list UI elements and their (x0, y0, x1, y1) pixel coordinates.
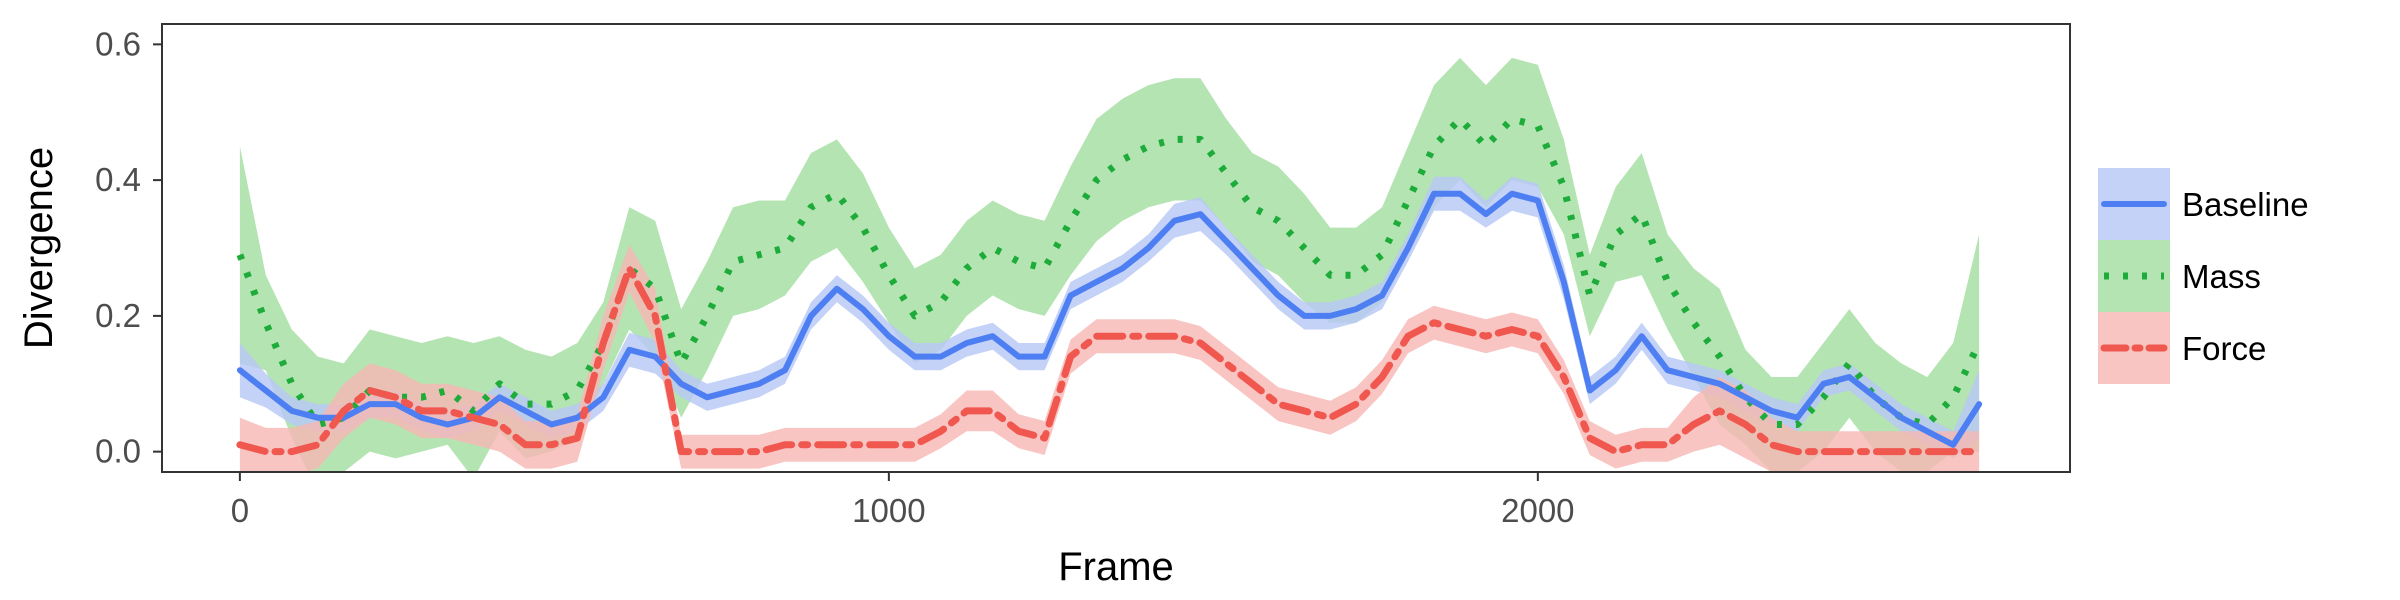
y-tick-label: 0.0 (95, 433, 141, 470)
legend-item-mass: Mass (2098, 240, 2261, 312)
legend: Baseline Mass Force (2098, 168, 2309, 384)
legend-item-baseline: Baseline (2098, 168, 2309, 240)
series-line-baseline (236, 190, 1983, 448)
series-line-force (236, 264, 1983, 456)
legend-label: Mass (2182, 258, 2261, 295)
legend-item-force: Force (2098, 312, 2266, 384)
x-tick-label: 1000 (852, 492, 925, 529)
legend-key-band (2098, 240, 2170, 312)
series-line-mass (236, 115, 1983, 428)
y-tick-label: 0.6 (95, 25, 141, 62)
legend-label: Force (2182, 330, 2266, 367)
confidence-band-baseline (239, 176, 1980, 459)
x-tick-label: 0 (231, 492, 249, 529)
x-tick-label: 2000 (1501, 492, 1574, 529)
plot-panel-border (161, 23, 2071, 473)
y-axis-title: Divergence (17, 147, 61, 349)
legend-label: Baseline (2182, 186, 2309, 223)
y-tick-label: 0.4 (95, 161, 141, 198)
x-axis-title: Frame (1058, 545, 1174, 589)
y-tick-label: 0.2 (95, 297, 141, 334)
